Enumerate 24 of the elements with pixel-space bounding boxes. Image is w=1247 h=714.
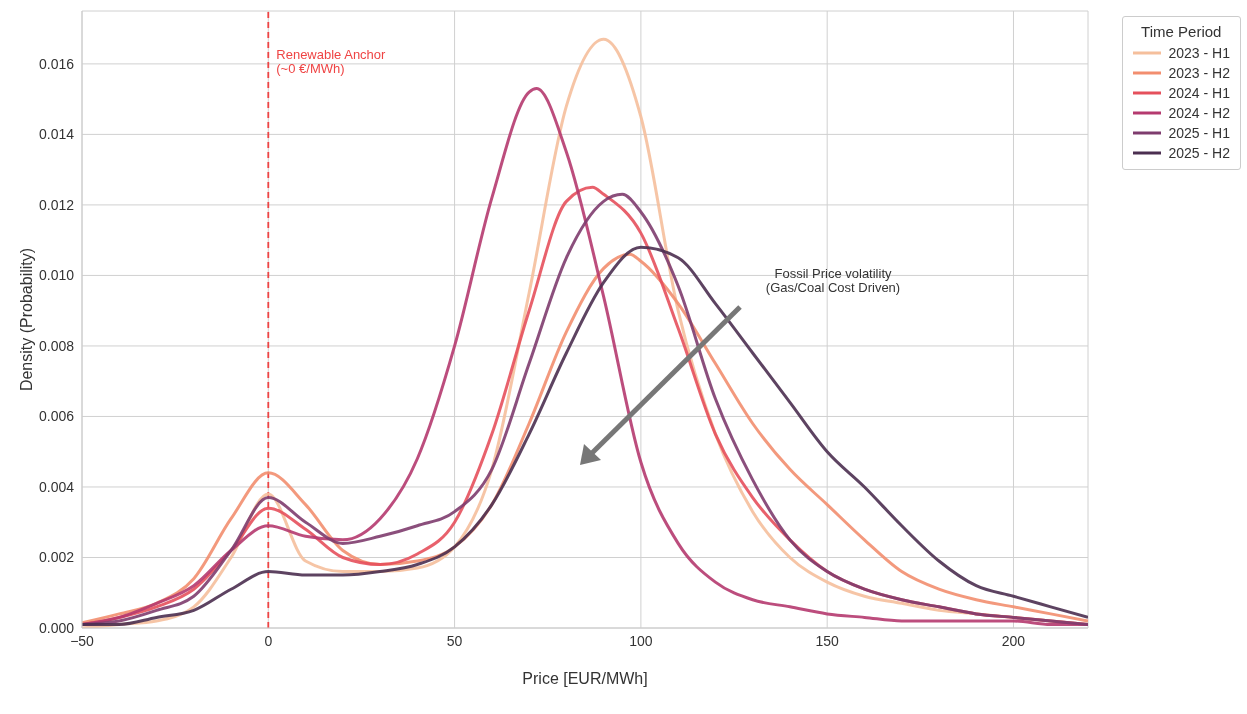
legend-label: 2025 - H1 bbox=[1168, 125, 1230, 141]
legend-label: 2025 - H2 bbox=[1168, 145, 1230, 161]
x-tick-label: 50 bbox=[446, 632, 463, 649]
legend-label: 2024 - H1 bbox=[1168, 85, 1230, 101]
y-tick-label: 0.006 bbox=[38, 408, 75, 425]
x-tick-label: 0 bbox=[264, 632, 273, 649]
legend-label: 2023 - H2 bbox=[1168, 65, 1230, 81]
y-tick-label: 0.012 bbox=[38, 196, 75, 213]
annotation: Fossil Price volatility (Gas/Coal Cost Driven) bbox=[765, 266, 901, 296]
x-axis-title: Price [EUR/MWh] bbox=[522, 670, 648, 688]
y-tick-label: 0.004 bbox=[38, 478, 75, 495]
x-tick-label: 100 bbox=[629, 632, 653, 649]
ref-line-label: Renewable Anchor (~0 €/MWh) bbox=[276, 47, 387, 77]
legend-label: 2023 - H1 bbox=[1168, 45, 1230, 61]
y-tick-label: 0.002 bbox=[38, 549, 75, 566]
x-tick-label: 200 bbox=[1001, 632, 1026, 649]
y-tick-label: 0.014 bbox=[38, 126, 75, 143]
y-tick-label: 0.010 bbox=[38, 267, 75, 284]
legend-title: Time Period bbox=[1140, 23, 1223, 40]
x-tick-label: 150 bbox=[815, 632, 840, 649]
y-axis-title: Density (Probability) bbox=[17, 247, 35, 392]
y-tick-label: 0.016 bbox=[38, 55, 75, 72]
y-tick-label: 0.008 bbox=[38, 337, 75, 354]
legend-label: 2024 - H2 bbox=[1168, 105, 1230, 121]
